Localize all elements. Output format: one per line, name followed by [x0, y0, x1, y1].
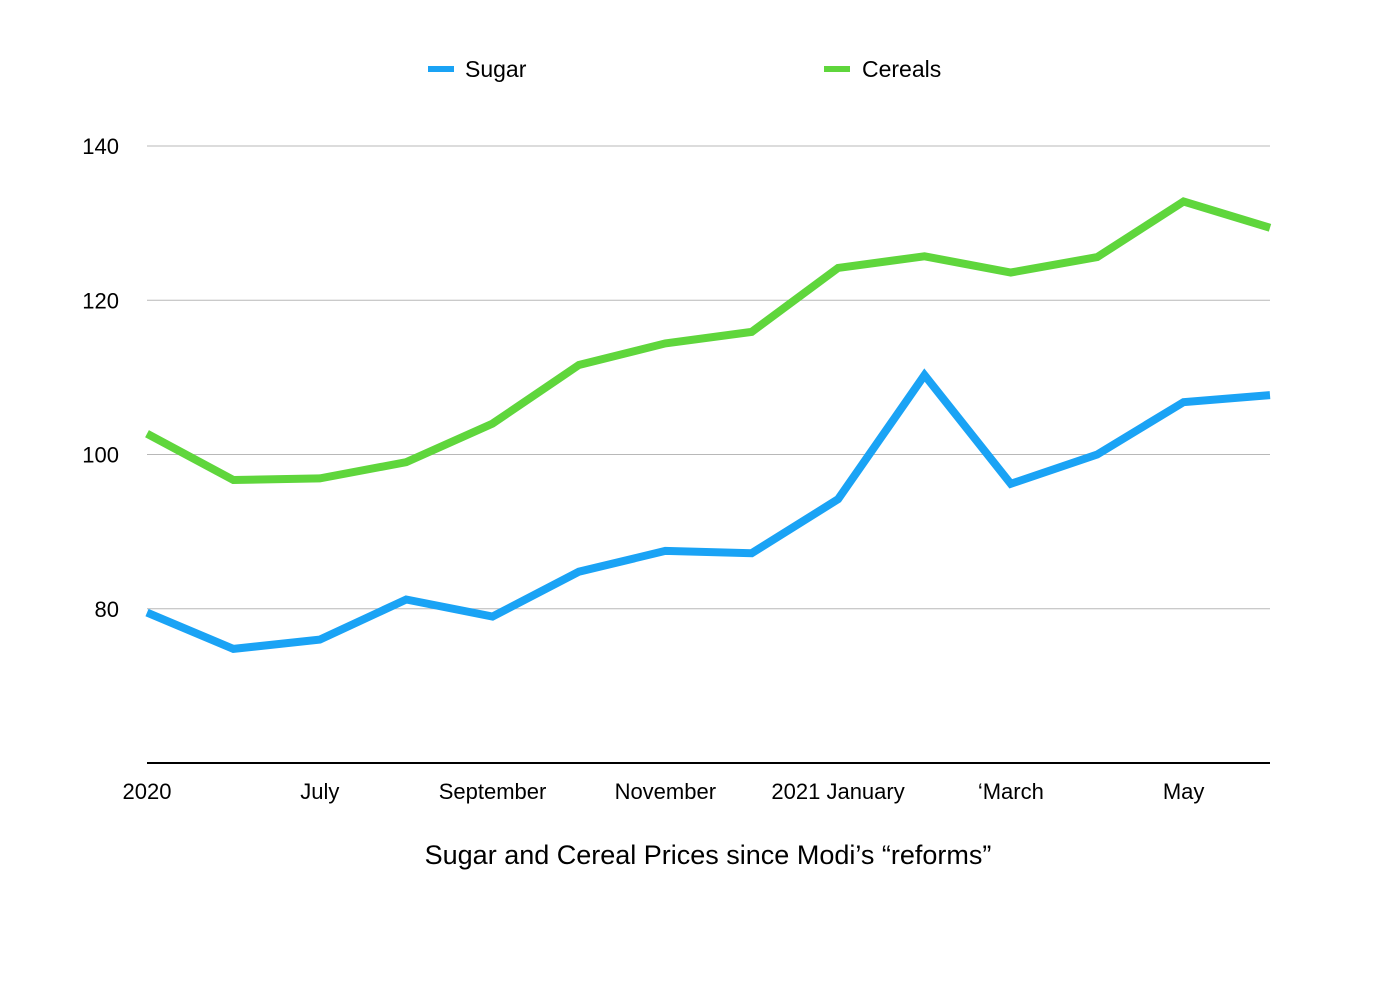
chart-title: Sugar and Cereal Prices since Modi’s “re…: [425, 840, 992, 870]
axes: 80 100 120 140 2020 July September November 2021…: [82, 134, 1270, 804]
x-tick-label: ‘March: [978, 779, 1044, 804]
y-tick-label: 140: [82, 134, 119, 159]
legend-label-cereals: Cereals: [862, 56, 941, 82]
legend: Sugar Cereals: [428, 56, 941, 82]
grid-lines: [147, 145, 1270, 610]
x-tick-label: 2020: [123, 779, 172, 804]
x-tick-label: May: [1163, 779, 1205, 804]
x-tick-label: September: [439, 779, 547, 804]
series-lines: [145, 197, 1272, 653]
y-tick-label: 100: [82, 443, 119, 468]
x-tick-label: July: [300, 779, 339, 804]
y-tick-label: 120: [82, 288, 119, 313]
x-tick-label: November: [615, 779, 716, 804]
y-tick-label: 80: [95, 597, 119, 622]
x-tick-label: 2021 January: [771, 779, 904, 804]
legend-label-sugar: Sugar: [465, 56, 527, 82]
series-line-sugar: [145, 368, 1271, 653]
series-line-cereals: [145, 197, 1272, 485]
